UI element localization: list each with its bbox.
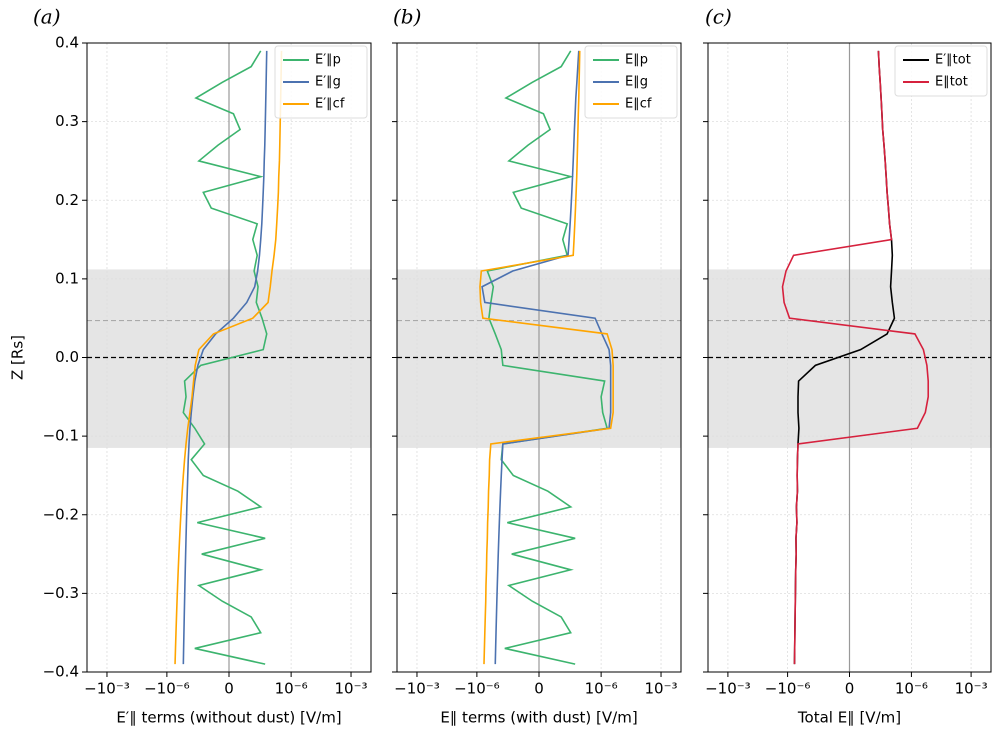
- y-tick-label: −0.4: [43, 663, 79, 681]
- legend-label: E′∥p: [315, 53, 341, 68]
- x-tick-label: −10⁻³: [84, 680, 130, 698]
- y-tick-label: 0.2: [55, 191, 79, 209]
- series-line: [182, 50, 268, 665]
- y-axis-label: Z [Rs]: [9, 335, 27, 380]
- legend-box: [584, 45, 678, 119]
- panel-title: (a): [33, 5, 61, 29]
- series-line: [486, 50, 609, 665]
- series-line: [781, 50, 930, 665]
- x-tick-label: 10⁻³: [645, 680, 678, 698]
- legend-label: E′∥tot: [935, 53, 971, 68]
- x-axis-label: E∥ terms (with dust) [V/m]: [440, 709, 637, 727]
- y-tick-label: −0.1: [43, 427, 79, 445]
- x-axis-label: Total E∥ [V/m]: [797, 709, 901, 727]
- x-tick-label: 0: [224, 680, 234, 698]
- y-tick-label: −0.3: [43, 584, 79, 602]
- legend-label: E′∥g: [315, 75, 341, 90]
- x-tick-label: −10⁻⁶: [454, 680, 500, 698]
- legend: E′∥tot E∥tot: [894, 45, 988, 97]
- panel: −10⁻³ −10⁻⁶ 0 10⁻⁶ 10⁻³ E∥ terms (with dust) …: [392, 5, 682, 727]
- legend-label: E∥tot: [935, 75, 968, 90]
- x-axis-label: E′∥ terms (without dust) [V/m]: [116, 709, 341, 727]
- x-tick-label: 0: [845, 680, 855, 698]
- panel: −10⁻³ −10⁻⁶ 0 10⁻⁶ 10⁻³ Total E∥ [V/m] (c) E′∥t…: [703, 5, 992, 727]
- x-tick-label: −10⁻⁶: [765, 680, 811, 698]
- x-tick-label: 0: [534, 680, 544, 698]
- series-line: [479, 50, 614, 665]
- x-tick-label: −10⁻³: [394, 680, 440, 698]
- legend-label: E∥cf: [625, 97, 652, 112]
- legend-label: E′∥cf: [315, 97, 345, 112]
- y-tick-label: −0.2: [43, 505, 79, 523]
- x-tick-label: −10⁻⁶: [144, 680, 190, 698]
- x-tick-label: 10⁻⁶: [895, 680, 928, 698]
- series-line: [174, 50, 283, 665]
- y-tick-label: 0.1: [55, 269, 79, 287]
- y-tick-label: 0.3: [55, 112, 79, 130]
- legend-box: [274, 45, 368, 119]
- y-tick-label: 0.0: [55, 348, 79, 366]
- legend: E∥p E∥g E∥cf: [584, 45, 678, 119]
- x-tick-label: 10⁻³: [335, 680, 368, 698]
- legend-label: E∥g: [625, 75, 648, 90]
- x-tick-label: −10⁻³: [705, 680, 751, 698]
- panel: −0.4 −0.3 −0.2 −0.1 0.0 0.1 0.2 0.3 0.4 −10⁻³ −10⁻…: [9, 5, 372, 727]
- panel-title: (c): [705, 5, 732, 29]
- y-tick-label: 0.4: [55, 34, 79, 52]
- legend-box: [894, 45, 988, 97]
- legend: E′∥p E′∥g E′∥cf: [274, 45, 368, 119]
- panel-title: (b): [393, 5, 421, 29]
- x-tick-label: 10⁻⁶: [275, 680, 308, 698]
- legend-label: E∥p: [625, 53, 648, 68]
- series-line: [481, 50, 612, 665]
- x-tick-label: 10⁻³: [955, 680, 988, 698]
- series-line: [182, 50, 268, 665]
- x-tick-label: 10⁻⁶: [585, 680, 618, 698]
